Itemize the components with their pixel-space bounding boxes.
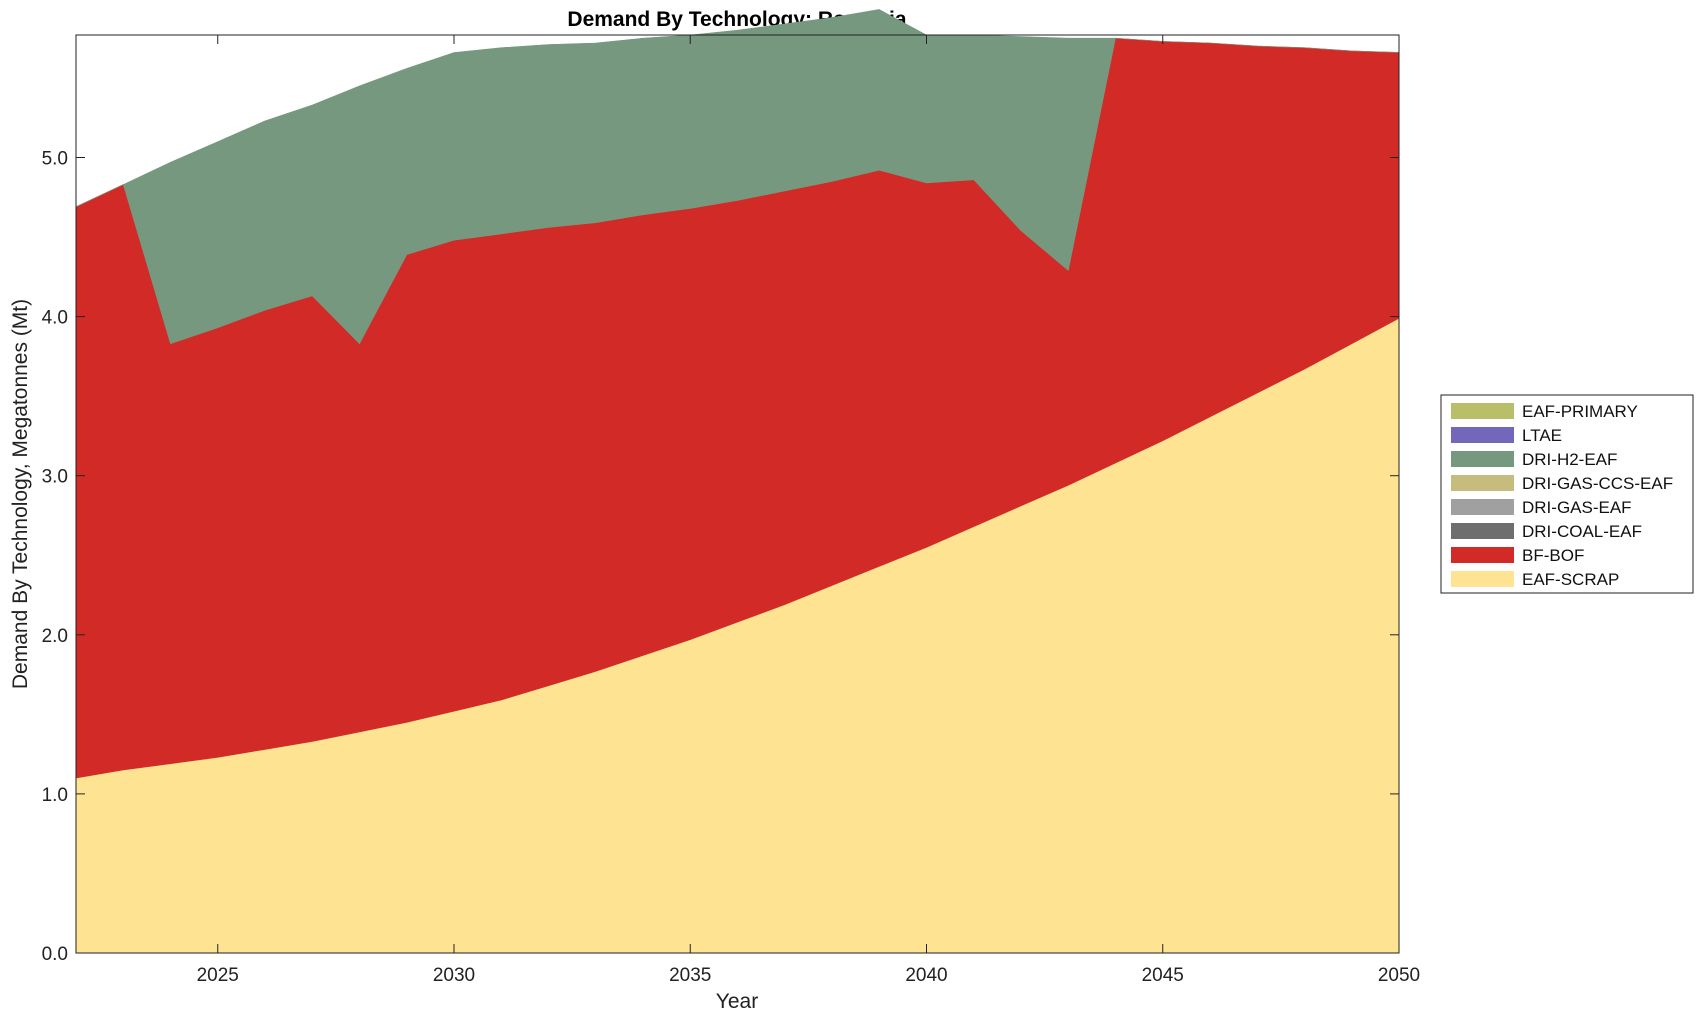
area-series-group (75, 9, 1400, 954)
legend-swatch-dri-h2-eaf (1451, 451, 1514, 467)
legend-swatch-dri-gas-eaf (1451, 499, 1514, 515)
legend-label-dri-gas-ccs-eaf: DRI-GAS-CCS-EAF (1522, 474, 1673, 493)
y-tick-label: 3.0 (42, 467, 68, 488)
legend-swatch-dri-gas-ccs-eaf (1451, 475, 1514, 491)
x-tick-label: 2030 (433, 965, 475, 986)
legend-label-eaf-primary: EAF-PRIMARY (1522, 402, 1638, 421)
x-tick-label: 2045 (1142, 965, 1184, 986)
legend-label-bf-bof: BF-BOF (1522, 546, 1584, 565)
x-tick-label: 2040 (905, 965, 947, 986)
y-tick-label: 5.0 (42, 149, 68, 170)
y-axis-label: Demand By Technology, Megatonnes (Mt) (9, 299, 32, 689)
legend-label-dri-gas-eaf: DRI-GAS-EAF (1522, 498, 1632, 517)
legend-label-ltae: LTAE (1522, 426, 1562, 445)
legend-label-dri-coal-eaf: DRI-COAL-EAF (1522, 522, 1642, 541)
y-tick-label: 2.0 (42, 626, 68, 647)
y-tick-label: 1.0 (42, 785, 68, 806)
axis-ticks-group: 2025 2030 2035 2040 2045 2050 0.0 1.0 2.0 3.0 4.0 5… (42, 35, 1420, 986)
legend-label-eaf-scrap: EAF-SCRAP (1522, 570, 1619, 589)
legend: EAF-PRIMARY LTAE DRI-H2-EAF DRI-GAS-CCS-EAF… (1440, 394, 1694, 594)
x-tick-label: 2025 (197, 965, 239, 986)
y-tick-label: 0.0 (42, 944, 68, 965)
legend-swatch-dri-coal-eaf (1451, 523, 1514, 539)
legend-label-dri-h2-eaf: DRI-H2-EAF (1522, 450, 1617, 469)
legend-swatch-ltae (1451, 427, 1514, 443)
legend-swatch-eaf-primary (1451, 403, 1514, 419)
plot-frame (75, 34, 1400, 954)
x-tick-label: 2035 (669, 965, 711, 986)
x-axis-label: Year (716, 990, 758, 1013)
y-tick-label: 4.0 (42, 308, 68, 329)
x-tick-label: 2050 (1378, 965, 1420, 986)
legend-swatch-bf-bof (1451, 547, 1514, 563)
legend-swatch-eaf-scrap (1451, 571, 1514, 587)
